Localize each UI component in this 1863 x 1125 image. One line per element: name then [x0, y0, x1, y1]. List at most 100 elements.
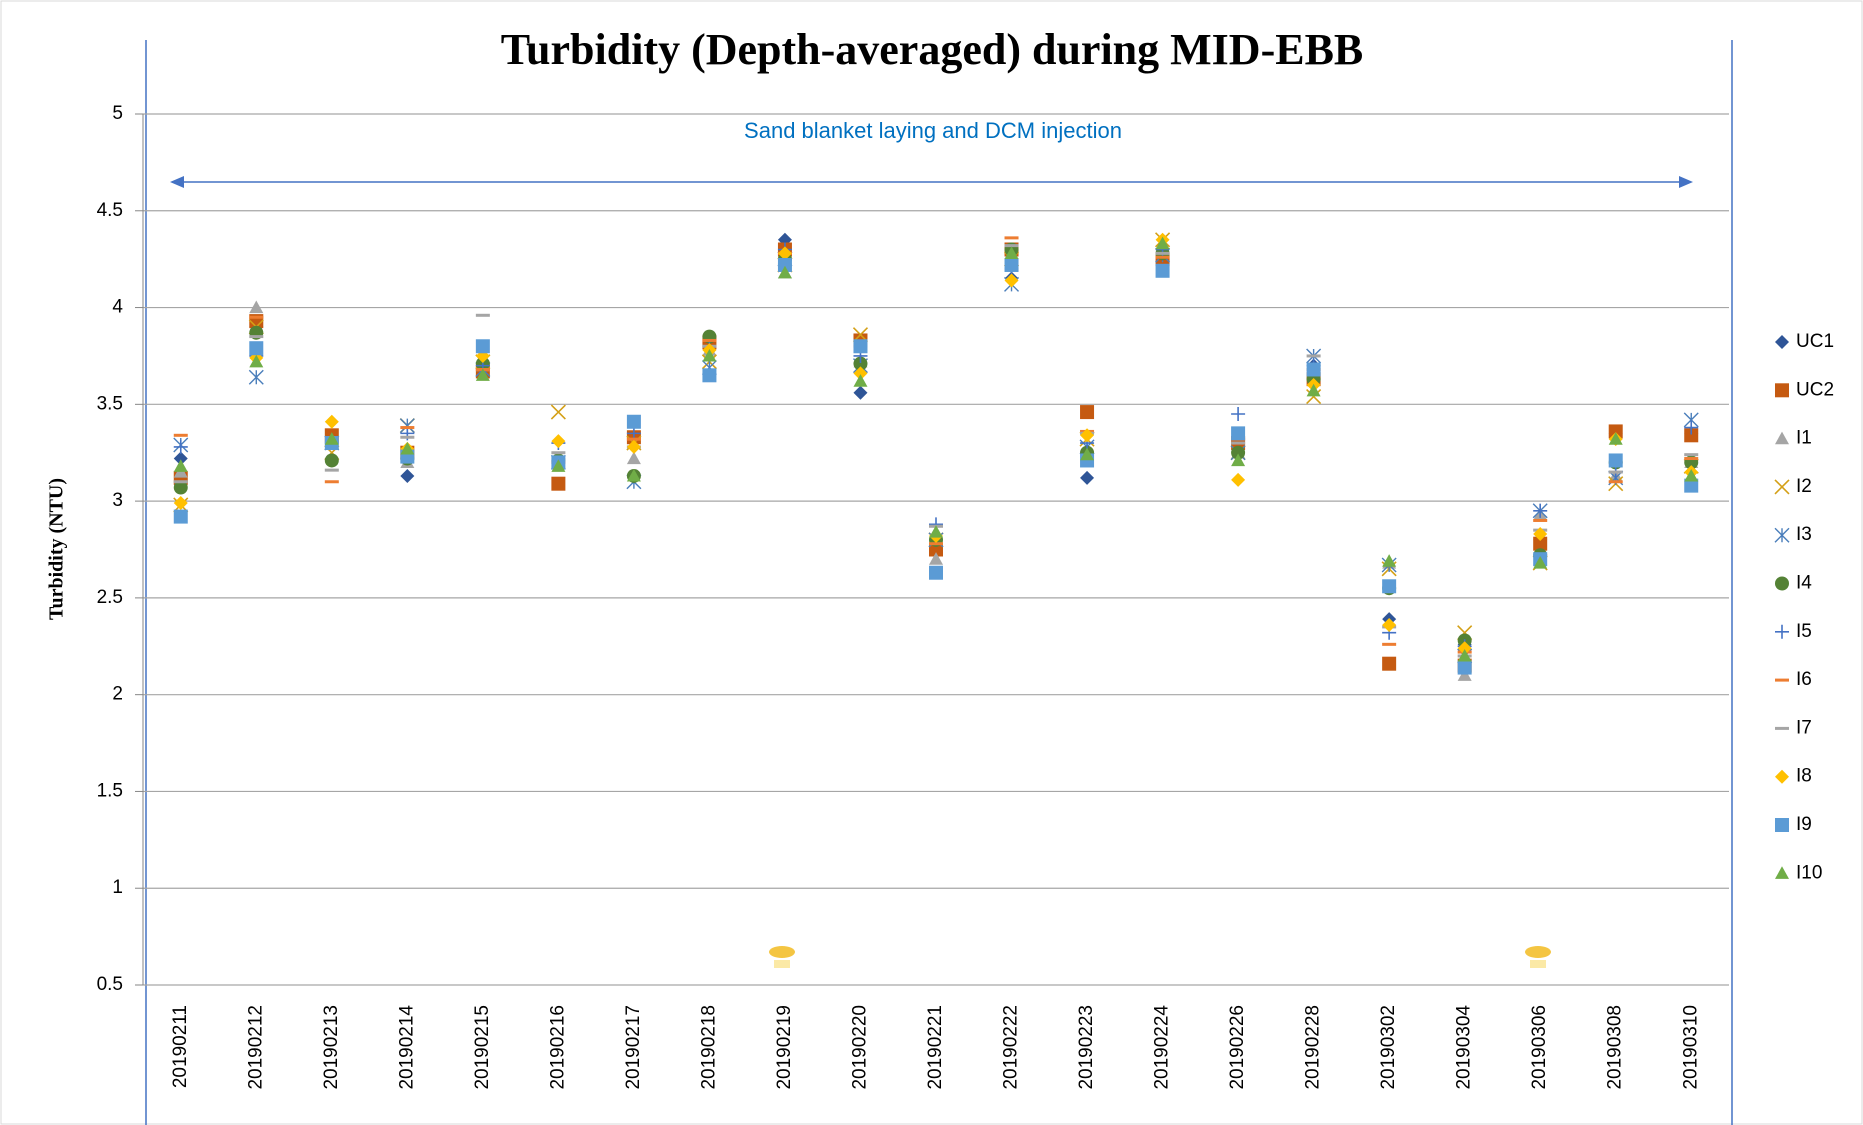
marker — [1775, 383, 1789, 398]
marker — [1457, 648, 1472, 662]
marker — [1457, 668, 1472, 681]
x-tick-label: 20190216 — [547, 1005, 568, 1090]
marker — [1533, 536, 1548, 551]
marker — [248, 369, 264, 385]
marker — [702, 348, 717, 362]
chart-title: Turbidity (Depth-averaged) during MID-EB… — [501, 25, 1364, 74]
x-tick-label: 20190222 — [1001, 1005, 1022, 1090]
marker — [249, 300, 264, 314]
legend-label: I10 — [1796, 862, 1822, 883]
marker — [324, 480, 339, 484]
marker — [324, 414, 339, 429]
marker — [1608, 424, 1623, 439]
marker — [626, 468, 641, 482]
marker — [475, 313, 490, 317]
marker — [626, 439, 641, 454]
marker — [1684, 453, 1699, 457]
marker — [626, 451, 641, 465]
marker — [929, 542, 943, 557]
marker — [1382, 617, 1397, 632]
marker — [1231, 426, 1246, 441]
marker — [1533, 503, 1548, 518]
marker — [1155, 251, 1170, 255]
marker — [1155, 255, 1170, 259]
x-tick-label: 20190306 — [1529, 1005, 1550, 1090]
marker — [173, 439, 188, 454]
marker — [929, 542, 943, 546]
marker — [1608, 470, 1623, 474]
marker — [173, 459, 188, 472]
y-tick-label: 1 — [112, 877, 123, 898]
marker — [1306, 389, 1322, 405]
marker — [1080, 470, 1095, 485]
marker — [777, 265, 792, 279]
marker — [324, 453, 339, 468]
marker — [1774, 527, 1790, 543]
marker — [551, 476, 566, 491]
marker — [1684, 478, 1699, 493]
marker — [324, 468, 339, 472]
marker — [1775, 576, 1789, 591]
x-tick-label: 20190304 — [1454, 1005, 1475, 1090]
marker — [1533, 518, 1548, 522]
marker — [1004, 273, 1019, 288]
legend-label: I9 — [1796, 814, 1812, 835]
marker — [1155, 263, 1170, 278]
marker — [1775, 624, 1789, 639]
x-tick-label: 20190217 — [623, 1005, 644, 1090]
legend-label: UC2 — [1796, 379, 1834, 400]
x-tick-label: 20190212 — [245, 1005, 266, 1090]
marker — [929, 565, 943, 580]
marker — [173, 509, 188, 524]
marker — [1004, 236, 1019, 240]
x-tick-label: 20190223 — [1076, 1005, 1097, 1090]
legend-label: I7 — [1796, 717, 1812, 738]
marker — [702, 368, 717, 383]
marker — [1231, 445, 1246, 460]
marker — [1775, 726, 1789, 730]
marker — [1004, 244, 1019, 248]
marker — [929, 552, 943, 565]
legend-label: I5 — [1796, 621, 1812, 642]
marker — [853, 366, 868, 381]
marker — [173, 496, 188, 511]
marker — [475, 368, 490, 381]
legend-label: I3 — [1796, 524, 1812, 545]
marker — [1533, 527, 1548, 542]
legend-label: I8 — [1796, 766, 1812, 787]
legend-label: I4 — [1796, 573, 1812, 594]
x-tick-label: 20190214 — [396, 1005, 417, 1090]
marker — [929, 525, 943, 538]
x-tick-label: 20190211 — [170, 1005, 191, 1088]
marker — [1382, 642, 1397, 646]
y-tick-label: 0.5 — [97, 974, 123, 995]
marker — [853, 374, 868, 387]
x-tick-label: 20190228 — [1303, 1005, 1324, 1090]
marker — [626, 414, 641, 429]
legend-label: UC1 — [1796, 331, 1834, 352]
marker — [400, 435, 415, 439]
arrow — [170, 176, 1693, 188]
y-tick-label: 4 — [112, 297, 123, 318]
marker — [173, 480, 188, 495]
y-tick-label: 1.5 — [97, 780, 123, 801]
marker — [1382, 554, 1397, 567]
marker — [1775, 769, 1789, 784]
annotation: Sand blanket laying and DCM injection — [744, 118, 1122, 143]
marker — [853, 356, 868, 371]
marker — [1231, 441, 1246, 445]
marker — [249, 315, 264, 319]
x-tick-label: 20190220 — [849, 1005, 870, 1090]
marker — [551, 434, 566, 449]
marker — [1155, 236, 1170, 250]
marker — [1775, 818, 1789, 832]
marker — [1004, 257, 1019, 272]
marker — [551, 459, 566, 472]
marker — [1775, 866, 1789, 879]
y-tick-label: 3.5 — [97, 393, 123, 414]
marker — [550, 404, 566, 420]
marker — [400, 426, 415, 430]
marker — [173, 451, 188, 466]
marker — [853, 339, 868, 354]
y-tick-label: 2 — [112, 684, 123, 705]
